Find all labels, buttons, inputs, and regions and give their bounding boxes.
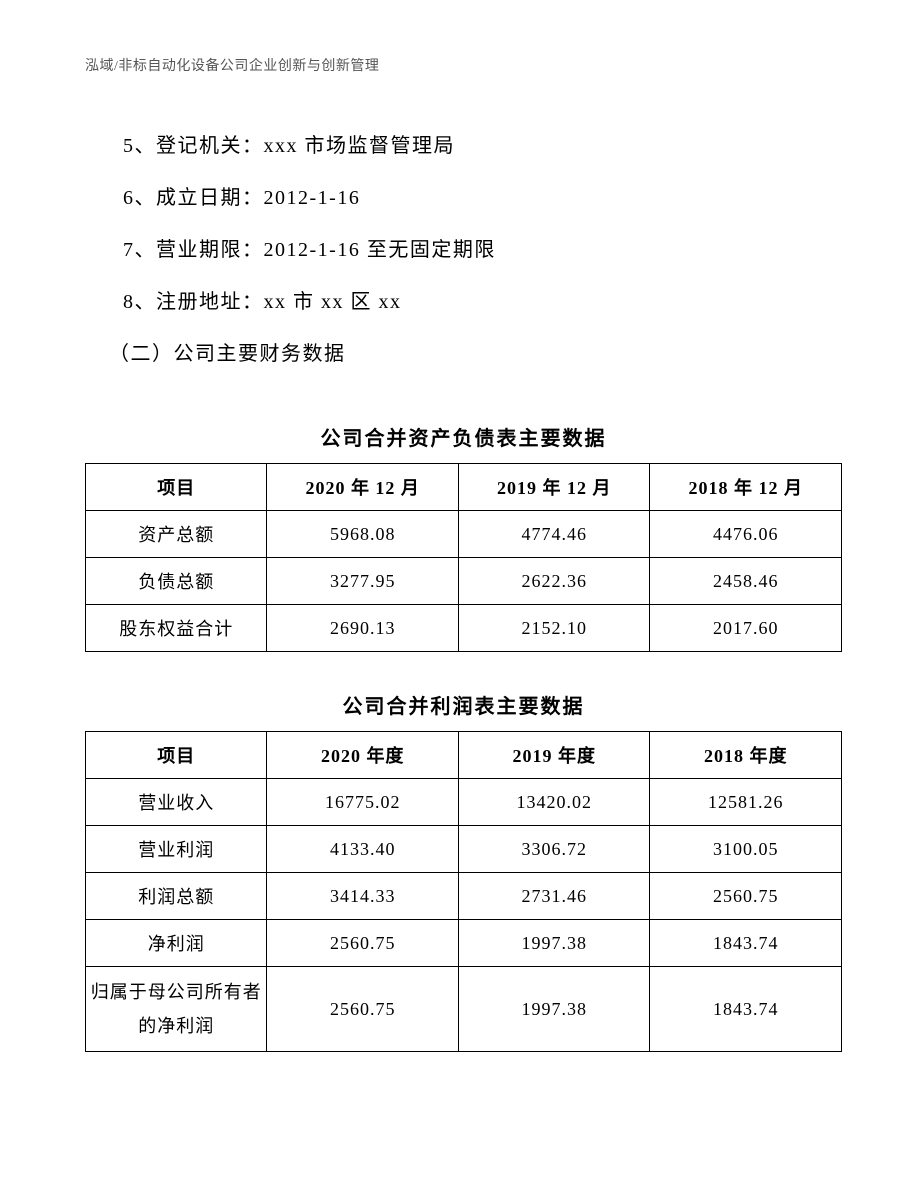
table1-col-1: 2020 年 12 月 [267,464,459,511]
table2-r3-c3: 1843.74 [650,920,842,967]
table1-r1-c3: 2458.46 [650,558,842,605]
table2-r2-c1: 3414.33 [267,873,459,920]
table-header-row: 项目 2020 年度 2019 年度 2018 年度 [86,732,842,779]
table1-r2-c1: 2690.13 [267,605,459,652]
table1-col-2: 2019 年 12 月 [458,464,650,511]
table2-r3-c1: 2560.75 [267,920,459,967]
table1-r0-c2: 4774.46 [458,511,650,558]
table1-r2-c2: 2152.10 [458,605,650,652]
table2-r1-c1: 4133.40 [267,826,459,873]
balance-sheet-table: 项目 2020 年 12 月 2019 年 12 月 2018 年 12 月 资… [85,463,842,652]
income-statement-table: 项目 2020 年度 2019 年度 2018 年度 营业收入 16775.02… [85,731,842,1052]
table2-col-0: 项目 [86,732,267,779]
table1-col-0: 项目 [86,464,267,511]
table1-r2-c3: 2017.60 [650,605,842,652]
table-row: 利润总额 3414.33 2731.46 2560.75 [86,873,842,920]
info-item-5: 5、登记机关：xxx 市场监督管理局 [85,120,842,172]
table1-r1-c1: 3277.95 [267,558,459,605]
table2-r1-c3: 3100.05 [650,826,842,873]
table-row: 营业利润 4133.40 3306.72 3100.05 [86,826,842,873]
table-header-row: 项目 2020 年 12 月 2019 年 12 月 2018 年 12 月 [86,464,842,511]
table2-r4-c0: 归属于母公司所有者的净利润 [86,967,267,1052]
table2-r0-c3: 12581.26 [650,779,842,826]
table1-col-3: 2018 年 12 月 [650,464,842,511]
info-item-8: 8、注册地址：xx 市 xx 区 xx [85,276,842,328]
table-row: 净利润 2560.75 1997.38 1843.74 [86,920,842,967]
table2-col-1: 2020 年度 [267,732,459,779]
table2-r0-c1: 16775.02 [267,779,459,826]
table2-r0-c0: 营业收入 [86,779,267,826]
table2-r3-c0: 净利润 [86,920,267,967]
page-content: 5、登记机关：xxx 市场监督管理局 6、成立日期：2012-1-16 7、营业… [85,120,842,1052]
info-item-7: 7、营业期限：2012-1-16 至无固定期限 [85,224,842,276]
table1-r2-c0: 股东权益合计 [86,605,267,652]
table2-col-3: 2018 年度 [650,732,842,779]
table2-r2-c0: 利润总额 [86,873,267,920]
table-row: 负债总额 3277.95 2622.36 2458.46 [86,558,842,605]
table-row: 营业收入 16775.02 13420.02 12581.26 [86,779,842,826]
table1-title: 公司合并资产负债表主要数据 [85,422,842,451]
table1-r0-c3: 4476.06 [650,511,842,558]
table-row: 资产总额 5968.08 4774.46 4476.06 [86,511,842,558]
table2-r3-c2: 1997.38 [458,920,650,967]
table2-title: 公司合并利润表主要数据 [85,690,842,719]
table1-r0-c1: 5968.08 [267,511,459,558]
table-row: 股东权益合计 2690.13 2152.10 2017.60 [86,605,842,652]
table2-r4-c3: 1843.74 [650,967,842,1052]
table2-r1-c2: 3306.72 [458,826,650,873]
table2-r1-c0: 营业利润 [86,826,267,873]
table1-r0-c0: 资产总额 [86,511,267,558]
table-row: 归属于母公司所有者的净利润 2560.75 1997.38 1843.74 [86,967,842,1052]
table2-r2-c3: 2560.75 [650,873,842,920]
table2-col-2: 2019 年度 [458,732,650,779]
info-item-6: 6、成立日期：2012-1-16 [85,172,842,224]
table2-r4-c1: 2560.75 [267,967,459,1052]
page-header-breadcrumb: 泓域/非标自动化设备公司企业创新与创新管理 [85,55,379,75]
table2-r0-c2: 13420.02 [458,779,650,826]
table1-r1-c0: 负债总额 [86,558,267,605]
table1-r1-c2: 2622.36 [458,558,650,605]
table2-r2-c2: 2731.46 [458,873,650,920]
table2-r4-c2: 1997.38 [458,967,650,1052]
section-heading-financial: （二）公司主要财务数据 [85,328,842,380]
